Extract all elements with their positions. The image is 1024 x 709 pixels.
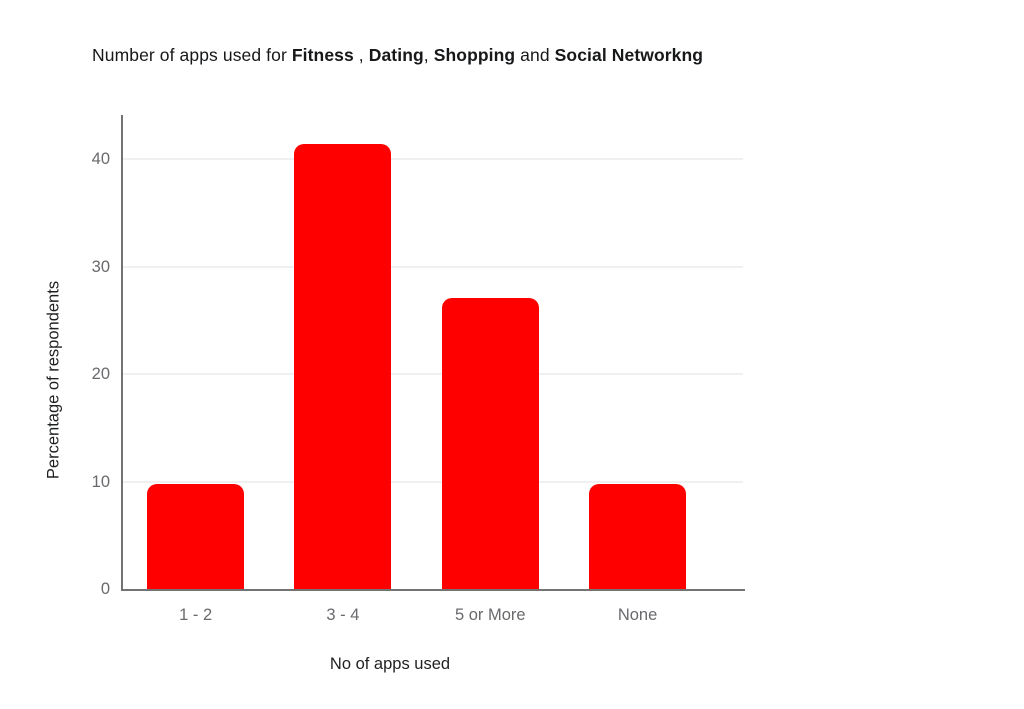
y-tick-label: 10 xyxy=(91,472,110,491)
x-axis-line xyxy=(121,589,745,591)
chart-title: Number of apps used for Fitness , Dating… xyxy=(92,45,703,66)
title-term: Social Networkng xyxy=(554,45,704,65)
gridline-10 xyxy=(121,480,743,483)
gridline-30 xyxy=(121,265,743,268)
title-text: Number of apps used for xyxy=(92,45,292,65)
x-tick-label: 1 - 2 xyxy=(179,606,213,624)
x-tick-label: 5 or More xyxy=(454,606,526,624)
y-tick-label: 20 xyxy=(91,365,110,383)
y-tick-label: 40 xyxy=(91,150,110,168)
gridline-40 xyxy=(121,158,743,160)
title-text: and xyxy=(515,45,555,65)
bar-none xyxy=(589,483,687,589)
x-axis-title: No of apps used xyxy=(329,655,451,673)
title-term: Dating xyxy=(368,45,424,65)
bar-5-or-more xyxy=(441,297,539,589)
gridline-20 xyxy=(121,373,743,375)
title-term: Fitness xyxy=(291,45,354,65)
y-axis-line xyxy=(121,115,123,591)
bar-1---2 xyxy=(147,483,245,589)
y-tick-label: 30 xyxy=(91,257,110,276)
x-tick-label: None xyxy=(617,606,658,624)
title-text: , xyxy=(423,45,434,65)
y-tick-label: 0 xyxy=(100,580,110,598)
x-tick-label: 3 - 4 xyxy=(326,606,360,624)
bar-3---4 xyxy=(294,143,392,589)
title-text: , xyxy=(353,45,369,65)
title-term: Shopping xyxy=(433,45,516,65)
